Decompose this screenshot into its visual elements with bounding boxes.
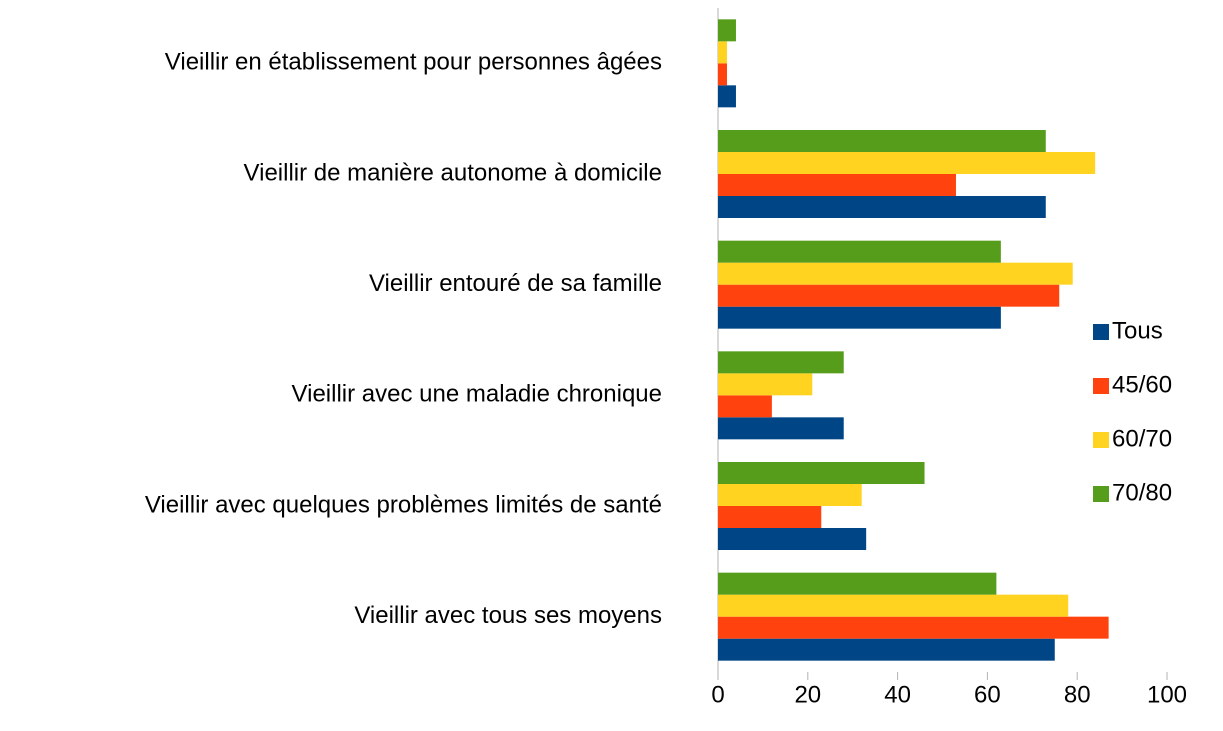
bar (718, 417, 844, 440)
y-tick-label: Vieillir avec quelques problèmes limités… (145, 491, 662, 518)
bar (718, 19, 736, 42)
x-tick-label: 0 (711, 681, 724, 708)
bar (718, 174, 956, 196)
bar (718, 240, 1001, 263)
x-tick-label: 40 (884, 681, 911, 708)
x-tick-label: 20 (794, 681, 821, 708)
bar (718, 63, 727, 86)
bar (718, 284, 1060, 307)
bar (718, 196, 1046, 218)
y-tick-label: Vieillir avec une maladie chronique (292, 381, 662, 408)
y-tick-label: Vieillir avec tous ses moyens (354, 602, 662, 629)
bar (718, 506, 822, 528)
bar (718, 594, 1069, 617)
legend-swatch (1093, 432, 1109, 448)
bar (718, 41, 727, 64)
bar (718, 528, 867, 550)
bar (718, 373, 813, 396)
legend-swatch (1093, 486, 1109, 502)
bar (718, 130, 1046, 152)
legend-label: Tous (1112, 317, 1163, 344)
bar (718, 616, 1109, 639)
x-tick-label: 100 (1147, 681, 1187, 708)
bar (718, 351, 844, 374)
y-tick-label: Vieillir de manière autonome à domicile (244, 159, 662, 186)
bar (718, 484, 862, 506)
legend-swatch (1093, 378, 1109, 394)
y-tick-label: Vieillir en établissement pour personnes… (165, 49, 662, 76)
bar (718, 262, 1073, 285)
bar (718, 572, 997, 595)
legend-label: 45/60 (1112, 371, 1172, 398)
legend-label: 60/70 (1112, 425, 1172, 452)
y-tick-label: Vieillir entouré de sa famille (369, 270, 662, 297)
bar (718, 85, 736, 108)
bar (718, 395, 772, 418)
x-tick-label: 60 (974, 681, 1001, 708)
legend-swatch (1093, 324, 1109, 340)
x-tick-label: 80 (1064, 681, 1091, 708)
legend-label: 70/80 (1112, 479, 1172, 506)
bar (718, 306, 1001, 329)
bar (718, 638, 1055, 661)
bar (718, 462, 925, 484)
bar (718, 152, 1096, 174)
